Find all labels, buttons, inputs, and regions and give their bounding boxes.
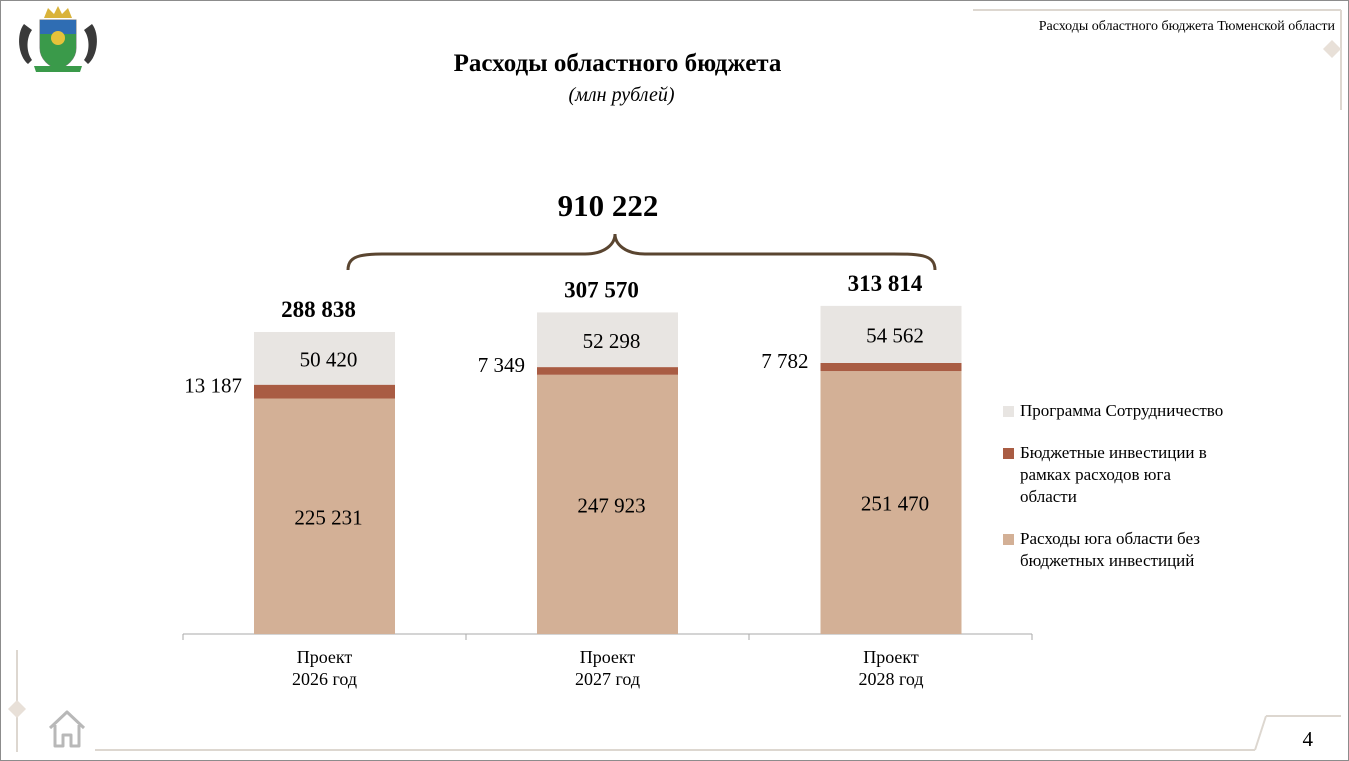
legend-item: Бюджетные инвестиции в рамках расходов юг… xyxy=(1003,442,1293,508)
data-label: 7 349 xyxy=(478,353,525,377)
data-label: 13 187 xyxy=(184,374,242,398)
data-label: 7 782 xyxy=(761,349,808,373)
investments-segment xyxy=(537,367,678,375)
home-icon[interactable] xyxy=(46,708,88,750)
legend-item: Расходы юга области без бюджетных инвести… xyxy=(1003,528,1293,572)
x-tick-label: 2027 год xyxy=(575,669,640,689)
diamond-icon xyxy=(1323,40,1341,58)
legend-label: бюджетных инвестиций xyxy=(1020,551,1195,570)
header-text: Расходы областного бюджета Тюменской обл… xyxy=(1038,19,1335,34)
legend-label: рамках расходов юга xyxy=(1020,465,1171,484)
data-label: 52 298 xyxy=(583,329,641,353)
x-tick-label: 2028 год xyxy=(858,669,923,689)
cooperation-segment xyxy=(254,332,395,385)
legend-label: Расходы юга области без xyxy=(1020,529,1200,548)
data-label: 54 562 xyxy=(866,323,924,347)
grand-total-brace xyxy=(346,233,937,271)
legend-item: Программа Сотрудничество xyxy=(1003,400,1293,422)
data-label: 225 231 xyxy=(294,505,362,529)
chart-subtitle: (млн рублей) xyxy=(568,84,675,106)
diamond-icon xyxy=(8,700,26,718)
legend-label: Бюджетные инвестиции в xyxy=(1020,443,1207,462)
cooperation-segment xyxy=(820,305,962,363)
total-label: 288 838 xyxy=(281,297,356,322)
investments-segment xyxy=(254,384,395,399)
coat-of-arms-icon xyxy=(19,6,97,72)
investments-segment xyxy=(820,362,962,372)
data-label: 247 923 xyxy=(577,493,645,517)
legend-label: Программа Сотрудничество xyxy=(1020,401,1224,420)
page-number: 4 xyxy=(1302,727,1314,751)
chart-legend: Программа Сотрудничество Бюджетные инвест… xyxy=(1003,400,1293,592)
total-label: 313 814 xyxy=(848,271,923,296)
grand-total-label: 910 222 xyxy=(558,188,659,223)
chart-title: Расходы областного бюджета xyxy=(453,50,782,77)
legend-swatch xyxy=(1003,406,1014,417)
legend-swatch xyxy=(1003,534,1014,545)
cooperation-segment xyxy=(537,312,678,368)
south-segment xyxy=(537,374,678,634)
x-tick-label: 2026 год xyxy=(292,669,357,689)
data-label: 50 420 xyxy=(300,347,358,371)
x-tick-label: Проект xyxy=(580,647,636,667)
data-label: 251 470 xyxy=(861,492,929,516)
x-tick-label: Проект xyxy=(297,647,353,667)
south-segment xyxy=(820,371,962,634)
x-tick-label: Проект xyxy=(863,647,919,667)
south-segment xyxy=(254,398,395,634)
legend-swatch xyxy=(1003,448,1014,459)
total-label: 307 570 xyxy=(564,277,639,302)
legend-label: области xyxy=(1020,487,1077,506)
